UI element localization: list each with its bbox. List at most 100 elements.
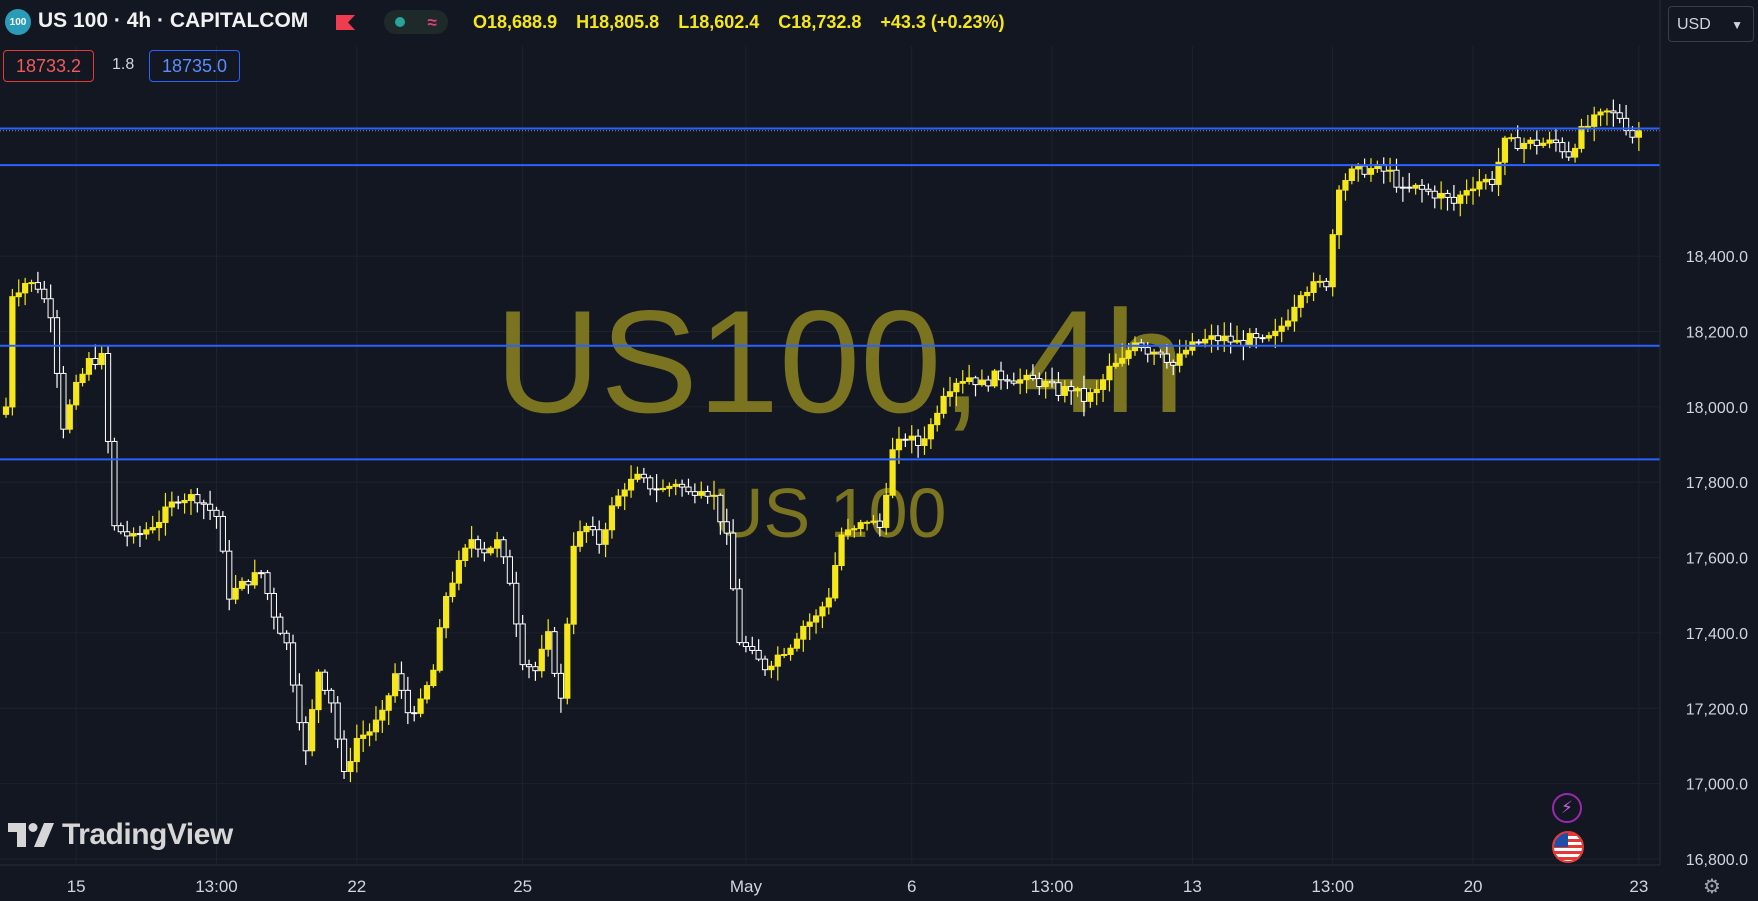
- candle-body: [1508, 137, 1515, 140]
- candle-body: [1329, 234, 1336, 288]
- candle-body: [870, 520, 877, 523]
- flag-icon[interactable]: [335, 14, 357, 31]
- candle-body: [557, 672, 565, 699]
- candle-body: [1221, 335, 1228, 342]
- candle-body: [353, 737, 360, 763]
- candle-body: [194, 494, 201, 504]
- us-flag-icon[interactable]: [1552, 831, 1584, 863]
- candle-body: [1227, 335, 1234, 343]
- change-value: +43.3 (+0.23%): [880, 12, 1005, 32]
- candle-body: [85, 358, 93, 375]
- candle-body: [1080, 388, 1088, 402]
- candle-body: [997, 370, 1005, 381]
- candle-body: [104, 352, 112, 442]
- symbol-title[interactable]: US 100 · 4h · CAPITALCOM: [38, 9, 309, 32]
- candle-body: [985, 379, 992, 387]
- candle-body: [1042, 380, 1049, 388]
- candle-body: [47, 298, 54, 319]
- buy-price-button[interactable]: 18735.0: [149, 50, 241, 82]
- candle-body: [340, 738, 348, 773]
- candle-body: [749, 646, 756, 651]
- candle-body: [207, 503, 214, 511]
- y-tick-label: 17,800.0: [1686, 475, 1748, 492]
- candle-body: [1489, 178, 1496, 185]
- market-open-icon: [395, 17, 406, 27]
- lightning-icon[interactable]: ⚡: [1552, 793, 1582, 823]
- candle-body: [691, 491, 698, 496]
- candle-body: [1584, 125, 1591, 128]
- candle-body: [487, 547, 494, 554]
- candle-body: [832, 565, 839, 599]
- candle-body: [1202, 338, 1209, 344]
- candle-body: [417, 698, 424, 714]
- candle-body: [130, 533, 137, 537]
- currency-selector[interactable]: USD ▼: [1668, 6, 1754, 42]
- candle-body: [1463, 190, 1470, 196]
- candle-body: [1195, 341, 1202, 344]
- candle-body: [219, 515, 226, 552]
- candle-body: [1323, 280, 1330, 288]
- candle-body: [1144, 347, 1151, 355]
- candle-body: [1106, 365, 1113, 381]
- candle-body: [347, 761, 354, 773]
- candle-body: [1125, 350, 1132, 359]
- market-status-pill[interactable]: ≈: [384, 10, 448, 34]
- x-tick-label: May: [730, 877, 763, 896]
- candle-body: [398, 673, 405, 691]
- candle-body: [79, 373, 86, 383]
- candle-body: [953, 382, 960, 393]
- candle-body: [136, 533, 144, 536]
- candle-body: [1061, 386, 1068, 396]
- candle-body: [863, 521, 871, 524]
- candle-body: [1176, 353, 1183, 366]
- candle-body: [296, 684, 303, 724]
- candle-body: [1546, 139, 1553, 144]
- candle-body: [1597, 111, 1604, 116]
- x-tick-label: 23: [1629, 877, 1648, 896]
- candle-body: [647, 477, 654, 490]
- x-tick-label: 25: [513, 877, 532, 896]
- y-tick-label: 18,400.0: [1686, 249, 1748, 266]
- candle-body: [226, 550, 233, 600]
- candle-body: [436, 627, 443, 671]
- candle-body: [372, 719, 380, 733]
- candle-body: [1469, 188, 1477, 192]
- candle-body: [443, 595, 450, 629]
- price-axis-panel: [1660, 0, 1758, 901]
- candle-body: [1010, 380, 1017, 384]
- candle-body: [589, 525, 596, 531]
- candle-body: [1284, 320, 1292, 327]
- candle-body: [1361, 165, 1368, 175]
- sell-price-button[interactable]: 18733.2: [3, 50, 95, 82]
- symbol-logo-icon[interactable]: 100: [5, 9, 31, 35]
- candle-body: [844, 529, 852, 536]
- candle-body: [92, 358, 99, 365]
- candle-body: [704, 491, 711, 497]
- candle-body: [455, 559, 462, 584]
- candle-body: [1552, 139, 1560, 144]
- candle-body: [1208, 335, 1215, 340]
- gear-icon[interactable]: ⚙: [1703, 876, 1721, 898]
- candle-body: [1029, 374, 1037, 380]
- candle-body: [277, 616, 284, 634]
- tradingview-logo[interactable]: TradingView: [8, 818, 233, 852]
- candle-body: [717, 494, 724, 523]
- candle-body: [1603, 110, 1611, 113]
- candle-body: [1253, 333, 1260, 339]
- candle-body: [825, 597, 832, 608]
- candle-body: [742, 642, 749, 648]
- candle-body: [1540, 142, 1547, 146]
- candle-body: [124, 531, 131, 537]
- candle-body: [309, 709, 316, 752]
- candle-body: [1112, 362, 1119, 367]
- candle-body: [9, 296, 16, 408]
- candle-body: [321, 671, 329, 691]
- candle-body: [28, 282, 35, 285]
- candle-body: [155, 521, 163, 529]
- candle-body: [946, 391, 954, 397]
- candle-body: [1157, 351, 1164, 355]
- ohlc-readout: O18,688.9 H18,805.8 L18,602.4 C18,732.8 …: [473, 12, 1005, 32]
- x-tick-label: 22: [347, 877, 366, 896]
- candle-body: [238, 580, 246, 589]
